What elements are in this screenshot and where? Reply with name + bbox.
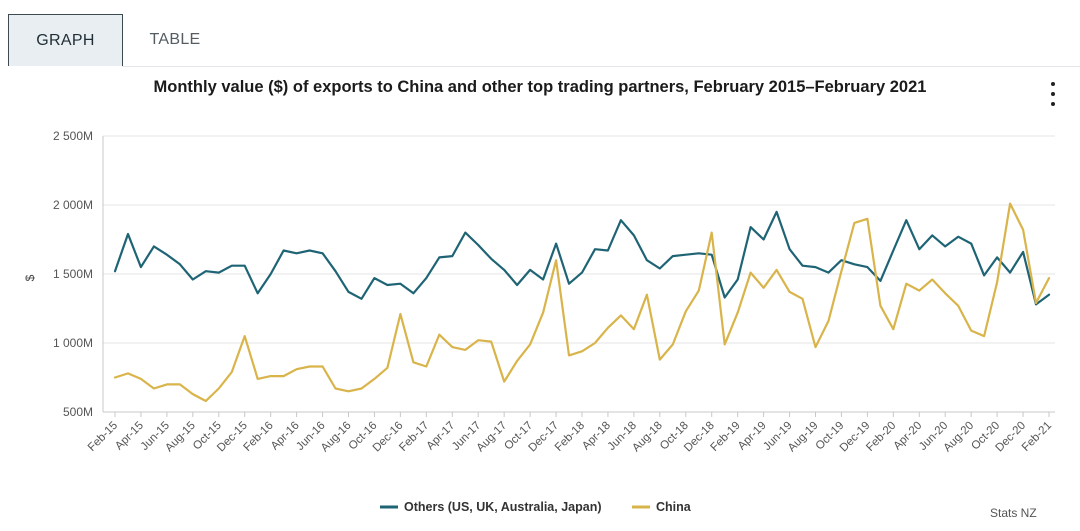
- series-line-others: [113, 210, 1051, 306]
- x-tick-label: Feb-18: [553, 420, 587, 454]
- y-tick-label: 2 000M: [53, 198, 93, 212]
- view-tabs: GRAPH TABLE: [0, 0, 1080, 68]
- y-tick-label: 2 500M: [53, 129, 93, 143]
- menu-dot: [1051, 82, 1055, 86]
- x-tick-label: Feb-15: [86, 420, 120, 454]
- x-tick-label: Feb-19: [709, 420, 743, 454]
- y-tick-label: 1 000M: [53, 336, 93, 350]
- tab-graph[interactable]: GRAPH: [8, 14, 123, 66]
- y-tick-label: 1 500M: [53, 267, 93, 281]
- menu-dot: [1051, 102, 1055, 106]
- x-tick-label: Feb-20: [864, 420, 898, 454]
- tabs-divider: [122, 66, 1080, 67]
- tab-table[interactable]: TABLE: [149, 31, 201, 48]
- x-tick-label: Feb-16: [242, 420, 276, 454]
- series-line-china: [113, 202, 1051, 403]
- kebab-menu-icon[interactable]: [1044, 82, 1062, 106]
- source-label: Stats NZ: [990, 506, 1037, 520]
- y-tick-label: 500M: [63, 405, 93, 419]
- x-tick-label: Feb-17: [397, 420, 431, 454]
- x-tick-label: Feb-21: [1020, 420, 1054, 454]
- chart-title: Monthly value ($) of exports to China an…: [153, 78, 927, 96]
- menu-dot: [1051, 92, 1055, 96]
- legend-label-others: Others (US, UK, Australia, Japan): [404, 500, 602, 514]
- y-axis-label: $: [23, 274, 37, 281]
- legend-label-china: China: [656, 500, 692, 514]
